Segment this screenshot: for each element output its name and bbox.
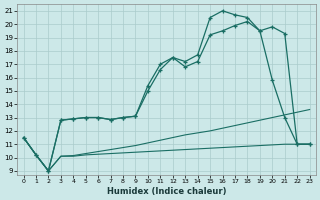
X-axis label: Humidex (Indice chaleur): Humidex (Indice chaleur) bbox=[107, 187, 226, 196]
